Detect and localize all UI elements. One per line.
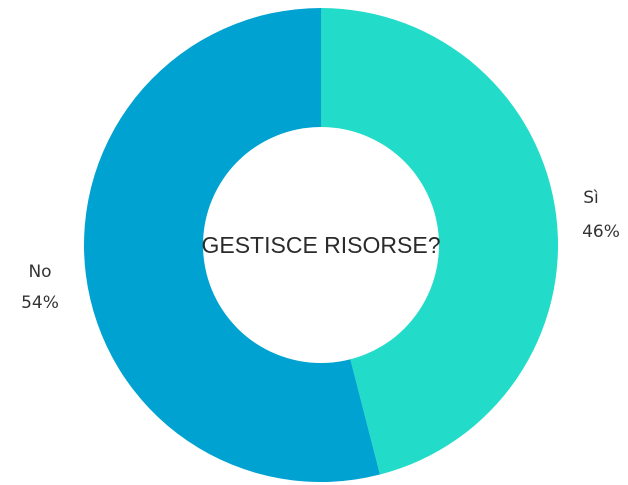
slice-label-si-name: Sì xyxy=(583,188,599,208)
slice-label-no-value: 54% xyxy=(21,293,59,313)
slice-label-no-name: No xyxy=(28,262,51,282)
chart-title: GESTISCE RISORSE? xyxy=(201,232,440,258)
donut-hole xyxy=(203,127,439,363)
donut-slice-si xyxy=(321,8,558,475)
slice-label-si-value: 46% xyxy=(582,222,620,242)
